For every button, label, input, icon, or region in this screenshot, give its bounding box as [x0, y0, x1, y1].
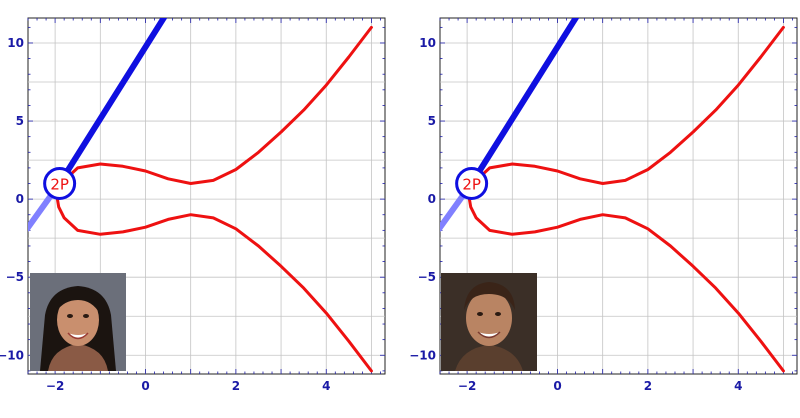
x-tick-label: 4: [322, 379, 330, 393]
y-tick-label: 5: [16, 114, 24, 128]
y-tick-label: −10: [0, 348, 24, 362]
x-tick-label: 4: [734, 379, 742, 393]
y-tick-label: −5: [418, 270, 436, 284]
y-tick-label: 5: [428, 114, 436, 128]
x-tick-label: 2: [232, 379, 240, 393]
y-tick-label: −5: [6, 270, 24, 284]
point-2p-label: 2P: [462, 176, 481, 194]
tangent-line-series: [56, 18, 168, 187]
y-tick-label: 10: [419, 36, 436, 50]
x-tick-label: 0: [141, 379, 149, 393]
tangent-line-series: [468, 18, 580, 187]
y-tick-label: 0: [16, 192, 24, 206]
point-2p-marker: [455, 167, 489, 201]
x-tick-label: 0: [553, 379, 561, 393]
y-tick-label: 10: [7, 36, 24, 50]
y-tick-label: −10: [409, 348, 436, 362]
x-tick-label: 2: [644, 379, 652, 393]
point-2p-label: 2P: [50, 176, 69, 194]
portrait-woman-photo: [30, 273, 126, 371]
portrait-man-photo: [441, 273, 537, 371]
point-2p-marker: [43, 167, 77, 201]
x-tick-label: −2: [458, 379, 476, 393]
y-tick-label: 0: [428, 192, 436, 206]
x-tick-label: −2: [46, 379, 64, 393]
